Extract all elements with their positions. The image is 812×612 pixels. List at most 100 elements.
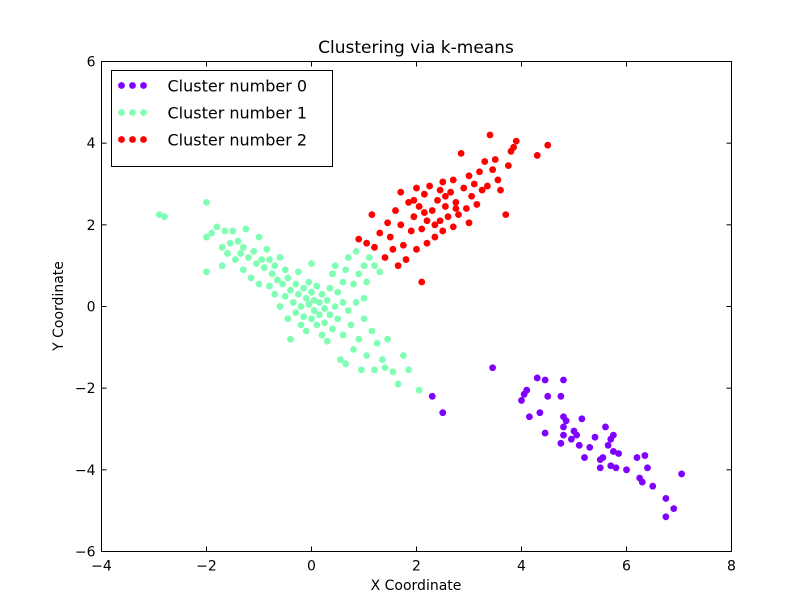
- legend-marker: [140, 82, 147, 89]
- legend-box: [111, 70, 333, 167]
- cluster-1-point: [231, 256, 239, 263]
- cluster-0-point: [541, 376, 549, 384]
- cluster-1-point: [342, 360, 350, 368]
- x-tick-label: −2: [196, 559, 217, 575]
- cluster-1-point: [297, 321, 305, 329]
- cluster-2-point: [420, 190, 428, 198]
- cluster-1-point: [203, 268, 210, 276]
- cluster-1-point: [260, 264, 268, 272]
- cluster-1-point: [266, 282, 273, 290]
- x-tick-label: 2: [412, 559, 421, 575]
- cluster-1-point: [302, 327, 310, 335]
- legend-marker: [118, 82, 125, 89]
- legend-marker: [118, 136, 125, 143]
- legend: Cluster number 0 Cluster number 1 Cluster …: [111, 70, 333, 167]
- cluster-1-point: [263, 245, 271, 253]
- cluster-1-point: [326, 311, 334, 319]
- data-points: [155, 131, 686, 521]
- cluster-1-point: [161, 213, 168, 221]
- cluster-1-point: [347, 321, 355, 329]
- cluster-0-point: [609, 448, 617, 455]
- cluster-1-point: [334, 288, 342, 296]
- cluster-2-point: [449, 223, 457, 231]
- cluster-2-point: [402, 256, 410, 263]
- x-tick-label: 6: [622, 559, 631, 575]
- cluster-1-point: [305, 301, 313, 308]
- cluster-2-point: [494, 176, 502, 184]
- cluster-2-point: [441, 203, 449, 210]
- cluster-2-point: [510, 143, 518, 151]
- cluster-1-point: [376, 268, 384, 276]
- cluster-2-point: [434, 196, 441, 204]
- cluster-2-point: [465, 172, 473, 180]
- cluster-0-point: [615, 450, 623, 457]
- cluster-0-point: [641, 452, 649, 459]
- cluster-0-point: [557, 392, 565, 400]
- legend-label: Cluster number 0: [168, 77, 308, 96]
- cluster-1-point: [294, 290, 302, 298]
- cluster-1-point: [266, 256, 273, 263]
- cluster-0-point: [623, 466, 630, 474]
- cluster-1-point: [221, 227, 229, 235]
- cluster-1-point: [239, 243, 247, 251]
- cluster-0-point: [573, 431, 581, 439]
- cluster-1-point: [281, 292, 289, 300]
- cluster-1-point: [360, 294, 368, 302]
- cluster-2-point: [423, 239, 431, 247]
- cluster-1-point: [323, 337, 331, 345]
- cluster-2-point: [371, 243, 378, 251]
- cluster-1-point: [339, 299, 347, 306]
- cluster-1-point: [297, 303, 305, 310]
- cluster-0-point: [578, 415, 586, 423]
- cluster-1-point: [344, 307, 352, 314]
- cluster-2-point: [470, 180, 478, 188]
- cluster-2-point: [418, 225, 426, 233]
- cluster-1-point: [255, 233, 263, 241]
- cluster-2-point: [363, 239, 371, 247]
- cluster-2-point: [397, 188, 405, 196]
- cluster-1-point: [245, 254, 252, 261]
- x-axis-label: X Coordinate: [371, 578, 462, 594]
- cluster-2-point: [410, 213, 418, 221]
- cluster-1-point: [352, 299, 360, 306]
- cluster-1-point: [339, 278, 347, 286]
- cluster-1-point: [308, 288, 315, 296]
- cluster-0-point: [581, 454, 588, 461]
- legend-marker: [129, 136, 136, 143]
- legend-label: Cluster number 1: [168, 104, 308, 123]
- cluster-1-point: [276, 303, 284, 310]
- cluster-1-point: [321, 319, 329, 327]
- cluster-1-point: [292, 280, 300, 288]
- cluster-2-point: [410, 196, 418, 204]
- cluster-2-point: [415, 203, 423, 210]
- cluster-2-point: [428, 207, 436, 214]
- cluster-0-point: [575, 441, 583, 449]
- cluster-1-point: [310, 296, 318, 304]
- cluster-1-point: [271, 290, 279, 298]
- y-tick-label: 4: [87, 136, 96, 152]
- cluster-0-point: [607, 462, 615, 470]
- cluster-1-point: [247, 274, 255, 282]
- cluster-1-point: [308, 260, 315, 268]
- chart-title: Clustering via k-means: [318, 38, 514, 58]
- cluster-2-point: [376, 229, 384, 237]
- cluster-0-point: [586, 443, 594, 451]
- cluster-1-point: [352, 247, 360, 255]
- cluster-1-point: [350, 280, 357, 288]
- cluster-1-point: [300, 313, 308, 321]
- cluster-2-point: [368, 211, 376, 219]
- cluster-2-point: [460, 184, 468, 192]
- cluster-1-point: [294, 268, 302, 276]
- cluster-2-point: [473, 201, 481, 208]
- cluster-1-point: [155, 211, 163, 219]
- cluster-2-point: [413, 184, 420, 192]
- cluster-2-point: [436, 217, 444, 225]
- cluster-2-point: [544, 141, 552, 149]
- y-axis-label: Y Coordinate: [51, 261, 67, 352]
- cluster-0-point: [428, 392, 436, 400]
- cluster-1-point: [368, 327, 376, 335]
- cluster-0-point: [536, 409, 544, 417]
- cluster-2-point: [397, 221, 405, 229]
- cluster-1-point: [355, 335, 363, 343]
- y-tick-label: 0: [87, 300, 96, 316]
